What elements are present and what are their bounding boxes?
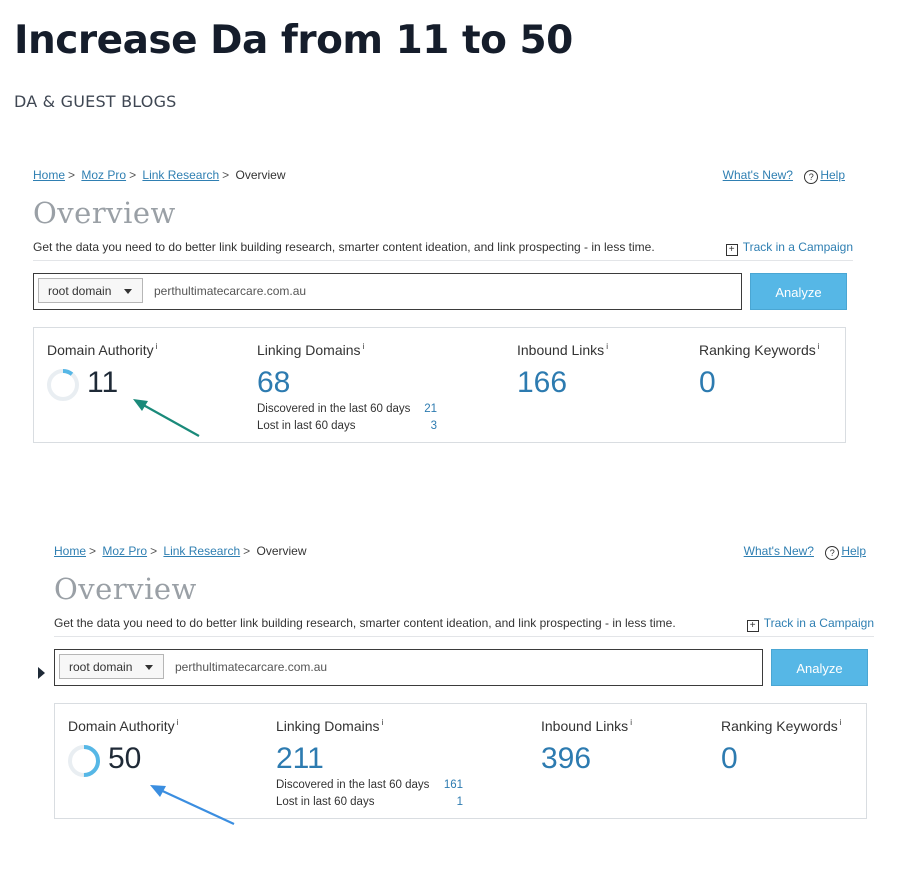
rk-label: Ranking Keywords i <box>721 718 842 734</box>
page-title: Overview <box>33 196 176 230</box>
breadcrumb-current: Overview <box>256 544 307 558</box>
ld-label: Linking Domains i <box>257 342 365 358</box>
ld-value[interactable]: 211 <box>276 742 324 775</box>
plus-icon: + <box>725 244 738 256</box>
moz-overview-panel-after: Home > Moz Pro > Link Research > Overview W… <box>54 530 874 830</box>
breadcrumb: Home > Moz Pro > Link Research > Overview <box>33 168 286 182</box>
track-campaign-link[interactable]: + Track in a Campaign <box>725 240 853 256</box>
moz-overview-panel-before: Home > Moz Pro > Link Research > Overview W… <box>33 154 853 454</box>
il-label: Inbound Links i <box>541 718 632 734</box>
il-value[interactable]: 166 <box>517 366 568 399</box>
help-icon[interactable]: ? <box>825 546 840 560</box>
domain-type-value: root domain <box>48 284 112 298</box>
domain-type-select[interactable]: root domain <box>38 278 143 303</box>
ld-value[interactable]: 68 <box>257 366 291 399</box>
track-campaign-link[interactable]: + Track in a Campaign <box>746 616 874 632</box>
lost-value[interactable]: 1 <box>456 796 463 808</box>
post-category[interactable]: DA & GUEST BLOGS <box>14 92 177 111</box>
breadcrumb-home[interactable]: Home <box>33 168 66 182</box>
metrics-card: Domain Authority i 50 Linking Domains i 21… <box>54 703 867 819</box>
chevron-down-icon <box>124 289 132 294</box>
help-link[interactable]: Help <box>841 544 866 558</box>
ld-label: Linking Domains i <box>276 718 384 734</box>
discovered-label: Discovered in the last 60 days <box>276 779 430 791</box>
help-icon[interactable]: ? <box>804 170 819 184</box>
triangle-right-icon <box>38 667 45 679</box>
analyze-button[interactable]: Analyze <box>771 649 868 686</box>
breadcrumb-link-research[interactable]: Link Research <box>163 544 241 558</box>
analyze-button[interactable]: Analyze <box>750 273 847 310</box>
breadcrumb-moz-pro[interactable]: Moz Pro <box>102 544 148 558</box>
domain-type-select[interactable]: root domain <box>59 654 164 679</box>
da-progress-fill <box>47 369 79 401</box>
il-label: Inbound Links i <box>517 342 608 358</box>
divider <box>33 260 853 261</box>
lost-label: Lost in last 60 days <box>276 796 375 808</box>
il-value[interactable]: 396 <box>541 742 592 775</box>
info-icon[interactable]: i <box>839 718 842 728</box>
da-progress-ring <box>68 745 100 777</box>
divider <box>54 636 874 637</box>
discovered-label: Discovered in the last 60 days <box>257 403 411 415</box>
info-icon[interactable]: i <box>362 342 365 352</box>
da-value: 50 <box>108 742 142 775</box>
da-progress-ring <box>47 369 79 401</box>
info-icon[interactable]: i <box>817 342 820 352</box>
search-bar: root domain perthultimatecarcare.com.au <box>54 649 763 686</box>
plus-icon: + <box>746 620 759 632</box>
info-icon[interactable]: i <box>176 718 179 728</box>
info-icon[interactable]: i <box>606 342 608 352</box>
page-title: Overview <box>54 572 197 606</box>
breadcrumb-home[interactable]: Home <box>54 544 87 558</box>
breadcrumb-link-research[interactable]: Link Research <box>142 168 220 182</box>
track-campaign-label: Track in a Campaign <box>742 240 853 254</box>
page-description: Get the data you need to do better link … <box>33 240 655 254</box>
lost-label: Lost in last 60 days <box>257 420 356 432</box>
da-value: 11 <box>87 366 119 399</box>
info-icon[interactable]: i <box>381 718 384 728</box>
search-input[interactable]: perthultimatecarcare.com.au <box>154 284 307 298</box>
whats-new-link[interactable]: What's New? <box>722 168 793 182</box>
search-input[interactable]: perthultimatecarcare.com.au <box>175 660 328 674</box>
rk-label: Ranking Keywords i <box>699 342 820 358</box>
da-label: Domain Authority i <box>47 342 158 358</box>
rk-value[interactable]: 0 <box>721 742 738 775</box>
breadcrumb-current: Overview <box>235 168 286 182</box>
breadcrumb: Home > Moz Pro > Link Research > Overview <box>54 544 307 558</box>
discovered-value[interactable]: 161 <box>443 779 463 791</box>
page-description: Get the data you need to do better link … <box>54 616 676 630</box>
da-label: Domain Authority i <box>68 718 179 734</box>
rk-value[interactable]: 0 <box>699 366 716 399</box>
track-campaign-label: Track in a Campaign <box>763 616 874 630</box>
info-icon[interactable]: i <box>155 342 158 352</box>
search-bar: root domain perthultimatecarcare.com.au <box>33 273 742 310</box>
header-links: What's New? ? Help <box>744 544 866 560</box>
discovered-value[interactable]: 21 <box>424 403 437 415</box>
metrics-card: Domain Authority i 11 Linking Domains i 68… <box>33 327 846 443</box>
chevron-down-icon <box>145 665 153 670</box>
lost-value[interactable]: 3 <box>430 420 437 432</box>
header-links: What's New? ? Help <box>723 168 845 184</box>
breadcrumb-moz-pro[interactable]: Moz Pro <box>81 168 127 182</box>
post-title: Increase Da from 11 to 50 <box>14 18 573 63</box>
domain-type-value: root domain <box>69 660 133 674</box>
whats-new-link[interactable]: What's New? <box>743 544 814 558</box>
info-icon[interactable]: i <box>630 718 632 728</box>
help-link[interactable]: Help <box>820 168 845 182</box>
da-progress-fill <box>68 745 100 777</box>
